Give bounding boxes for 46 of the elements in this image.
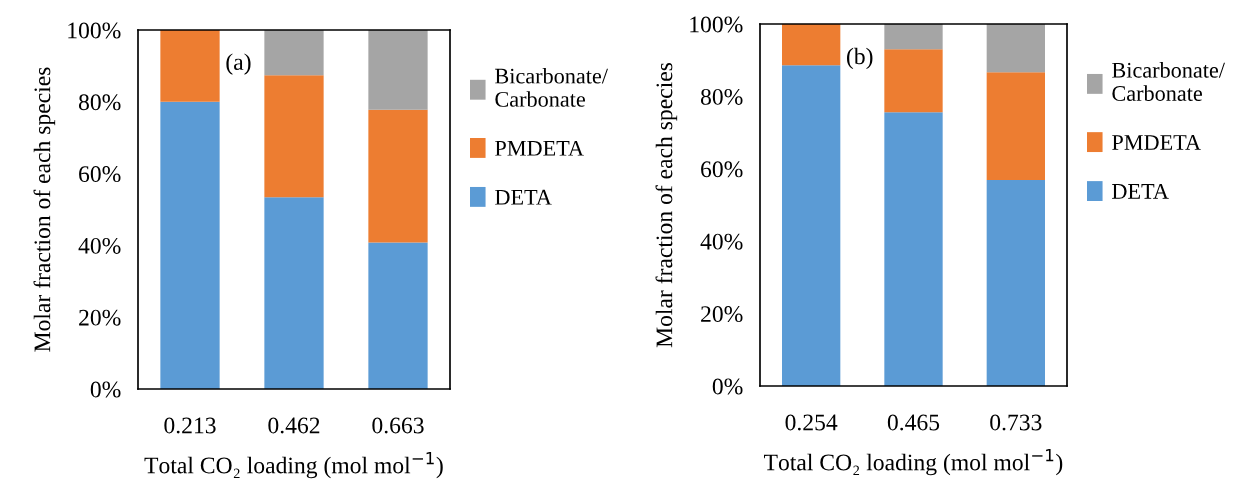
- bar: [160, 101, 220, 389]
- bar: [368, 109, 428, 243]
- y-axis-title: Molar fraction of each species: [33, 67, 56, 352]
- legend-label: Bicarbonate/ Carbonate: [1112, 62, 1225, 101]
- bar: [884, 24, 943, 50]
- legend-label: DETA: [1112, 184, 1169, 199]
- bar: [782, 24, 841, 66]
- bar: [264, 30, 324, 76]
- y-tick-label: 20%: [79, 309, 121, 326]
- y-tick-label: 100%: [690, 16, 743, 33]
- x-axis-title: Total CO₂ loading (mol mol$^{−1}$): [144, 452, 443, 479]
- annotation: (a): [226, 53, 251, 75]
- y-tick-label: 0%: [90, 381, 121, 398]
- legend-label: DETA: [495, 189, 552, 205]
- x-tick-label: 0.213: [164, 417, 216, 434]
- bar: [986, 24, 1045, 73]
- y-tick-label: 80%: [700, 88, 743, 105]
- y-tick-label: 80%: [78, 94, 121, 111]
- legend-label: PMDETA: [1112, 135, 1201, 150]
- bar: [264, 197, 324, 389]
- y-tick-label: 60%: [701, 161, 743, 178]
- bar: [986, 180, 1045, 386]
- legend-label: PMDETA: [495, 140, 584, 156]
- y-tick-label: 60%: [79, 166, 121, 183]
- bar: [368, 242, 428, 389]
- x-axis-title: Total CO₂ loading (mol mol$^{−1}$): [764, 449, 1063, 476]
- x-tick-label: 0.462: [268, 417, 320, 434]
- y-tick-label: 40%: [78, 237, 121, 254]
- bar: [884, 112, 943, 386]
- y-tick-label: 100%: [68, 22, 121, 39]
- y-axis-title: Molar fraction of each species: [655, 62, 678, 348]
- legend-label: Bicarbonate/ Carbonate: [495, 67, 608, 107]
- bar: [782, 65, 841, 386]
- annotation: (b): [847, 47, 873, 70]
- bar: [264, 75, 324, 198]
- x-tick-label: 0.733: [990, 414, 1042, 431]
- bar: [160, 30, 220, 102]
- x-tick-label: 0.254: [785, 414, 838, 431]
- bar: [986, 72, 1045, 181]
- y-tick-label: 0%: [712, 378, 743, 395]
- bar: [884, 49, 943, 113]
- y-tick-label: 40%: [700, 233, 743, 250]
- x-tick-label: 0.465: [887, 414, 940, 431]
- y-tick-label: 20%: [701, 306, 743, 323]
- bar: [368, 30, 428, 110]
- x-tick-label: 0.663: [372, 417, 424, 434]
